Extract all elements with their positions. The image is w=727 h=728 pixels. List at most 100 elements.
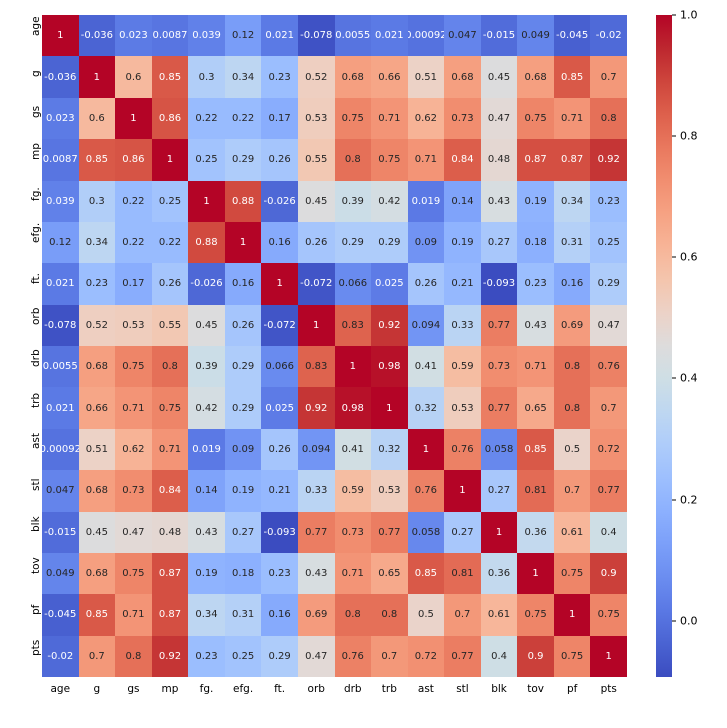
heatmap-cell: 0.21 [444,263,481,304]
heatmap-cell: 0.62 [115,429,152,470]
heatmap-cell: 0.53 [298,98,335,139]
heatmap-cell: 0.26 [408,263,445,304]
heatmap-cell: 0.45 [298,181,335,222]
heatmap-cell: 0.98 [371,346,408,387]
heatmap-cell: 0.7 [444,594,481,635]
heatmap-cell: 0.71 [517,346,554,387]
heatmap-cell: 0.021 [371,15,408,56]
heatmap-cell: 0.26 [225,305,262,346]
heatmap-cell: 0.12 [225,15,262,56]
heatmap-cell: 0.53 [444,387,481,428]
heatmap-cell: -0.015 [42,512,79,553]
heatmap-cell: 0.22 [225,98,262,139]
x-tick-label: gs [127,683,139,695]
heatmap-cell: 0.77 [444,636,481,677]
heatmap-cell: -0.036 [79,15,116,56]
colorbar-tick: 0.8 [672,130,698,143]
heatmap-cell: 0.26 [152,263,189,304]
heatmap-cell: 0.85 [79,139,116,180]
heatmap-cell: 0.75 [554,636,591,677]
heatmap-cell: 0.68 [444,56,481,97]
heatmap-cell: -0.015 [481,15,518,56]
heatmap-cell: 0.43 [188,512,225,553]
heatmap-cell: 0.39 [335,181,372,222]
heatmap-cell: 0.27 [481,222,518,263]
heatmap-cell: 0.53 [371,470,408,511]
heatmap-cell: 0.5 [408,594,445,635]
heatmap-cell: 0.17 [261,98,298,139]
colorbar-tick-label: 0.8 [676,130,698,143]
heatmap-cell: 0.68 [517,56,554,97]
heatmap-cell: 0.16 [261,594,298,635]
heatmap-cell: 0.71 [371,98,408,139]
heatmap-cell: 0.34 [225,56,262,97]
heatmap-cell: 0.094 [298,429,335,470]
heatmap-cell: 0.65 [517,387,554,428]
heatmap-cell: 0.19 [517,181,554,222]
heatmap-cell: 0.87 [554,139,591,180]
heatmap-cell: 0.47 [590,305,627,346]
heatmap-cell: 0.55 [298,139,335,180]
heatmap-cell: 0.88 [225,181,262,222]
x-tick-label: mp [162,683,179,695]
heatmap-cell: 0.09 [225,429,262,470]
heatmap-cell: 0.16 [554,263,591,304]
heatmap-cell: 0.85 [517,429,554,470]
heatmap-grid: 1-0.0360.0230.00870.0390.120.021-0.0780.… [42,15,627,677]
heatmap-cell: 0.17 [115,263,152,304]
heatmap-cell: 0.25 [188,139,225,180]
heatmap-cell: 0.7 [554,470,591,511]
heatmap-cell: 0.32 [371,429,408,470]
heatmap-cell: -0.072 [298,263,335,304]
heatmap-cell: 0.92 [371,305,408,346]
heatmap-cell: 1 [261,263,298,304]
heatmap-cell: 1 [152,139,189,180]
heatmap-cell: 0.7 [371,636,408,677]
heatmap-cell: 0.75 [517,98,554,139]
heatmap-cell: 0.019 [188,429,225,470]
heatmap-cell: 0.52 [79,305,116,346]
heatmap-cell: 0.16 [225,263,262,304]
correlation-heatmap-figure: 1-0.0360.0230.00870.0390.120.021-0.0780.… [0,0,727,728]
heatmap-cell: 0.5 [554,429,591,470]
heatmap-cell: 0.71 [152,429,189,470]
heatmap-cell: 0.019 [408,181,445,222]
x-tick-label: age [51,683,71,695]
heatmap-cell: 0.3 [188,56,225,97]
heatmap-cell: 0.61 [481,594,518,635]
heatmap-cell: 0.21 [261,470,298,511]
x-tick-label: ft. [274,683,285,695]
heatmap-cell: 0.48 [152,512,189,553]
heatmap-cell: -0.045 [554,15,591,56]
heatmap-cell: 1 [444,470,481,511]
heatmap-cell: 1 [79,56,116,97]
heatmap-cell: 0.83 [298,346,335,387]
heatmap-cell: 0.025 [261,387,298,428]
heatmap-cell: 0.049 [517,15,554,56]
heatmap-cell: 1 [335,346,372,387]
heatmap-cell: 0.31 [225,594,262,635]
colorbar-tick-label: 0.4 [676,372,698,385]
heatmap-cell: 0.9 [517,636,554,677]
heatmap-cell: 1 [554,594,591,635]
heatmap-cell: 0.69 [298,594,335,635]
heatmap-cell: 0.00092 [408,15,445,56]
heatmap-cell: 0.36 [481,553,518,594]
heatmap-cell: 0.0055 [42,346,79,387]
heatmap-cell: -0.093 [261,512,298,553]
colorbar-gradient [656,15,672,677]
x-tick-label: orb [308,683,325,695]
heatmap-cell: 0.88 [188,222,225,263]
heatmap-cell: 0.48 [481,139,518,180]
heatmap-cell: 0.71 [115,594,152,635]
heatmap-cell: 0.23 [261,56,298,97]
heatmap-cell: 0.69 [554,305,591,346]
heatmap-cell: 0.22 [152,222,189,263]
heatmap-cell: 0.14 [188,470,225,511]
heatmap-cell: 0.76 [408,470,445,511]
heatmap-cell: 0.18 [225,553,262,594]
heatmap-cell: 0.72 [408,636,445,677]
heatmap-cell: -0.078 [298,15,335,56]
heatmap-cell: 0.9 [590,553,627,594]
x-tick-label: fg. [200,683,214,695]
